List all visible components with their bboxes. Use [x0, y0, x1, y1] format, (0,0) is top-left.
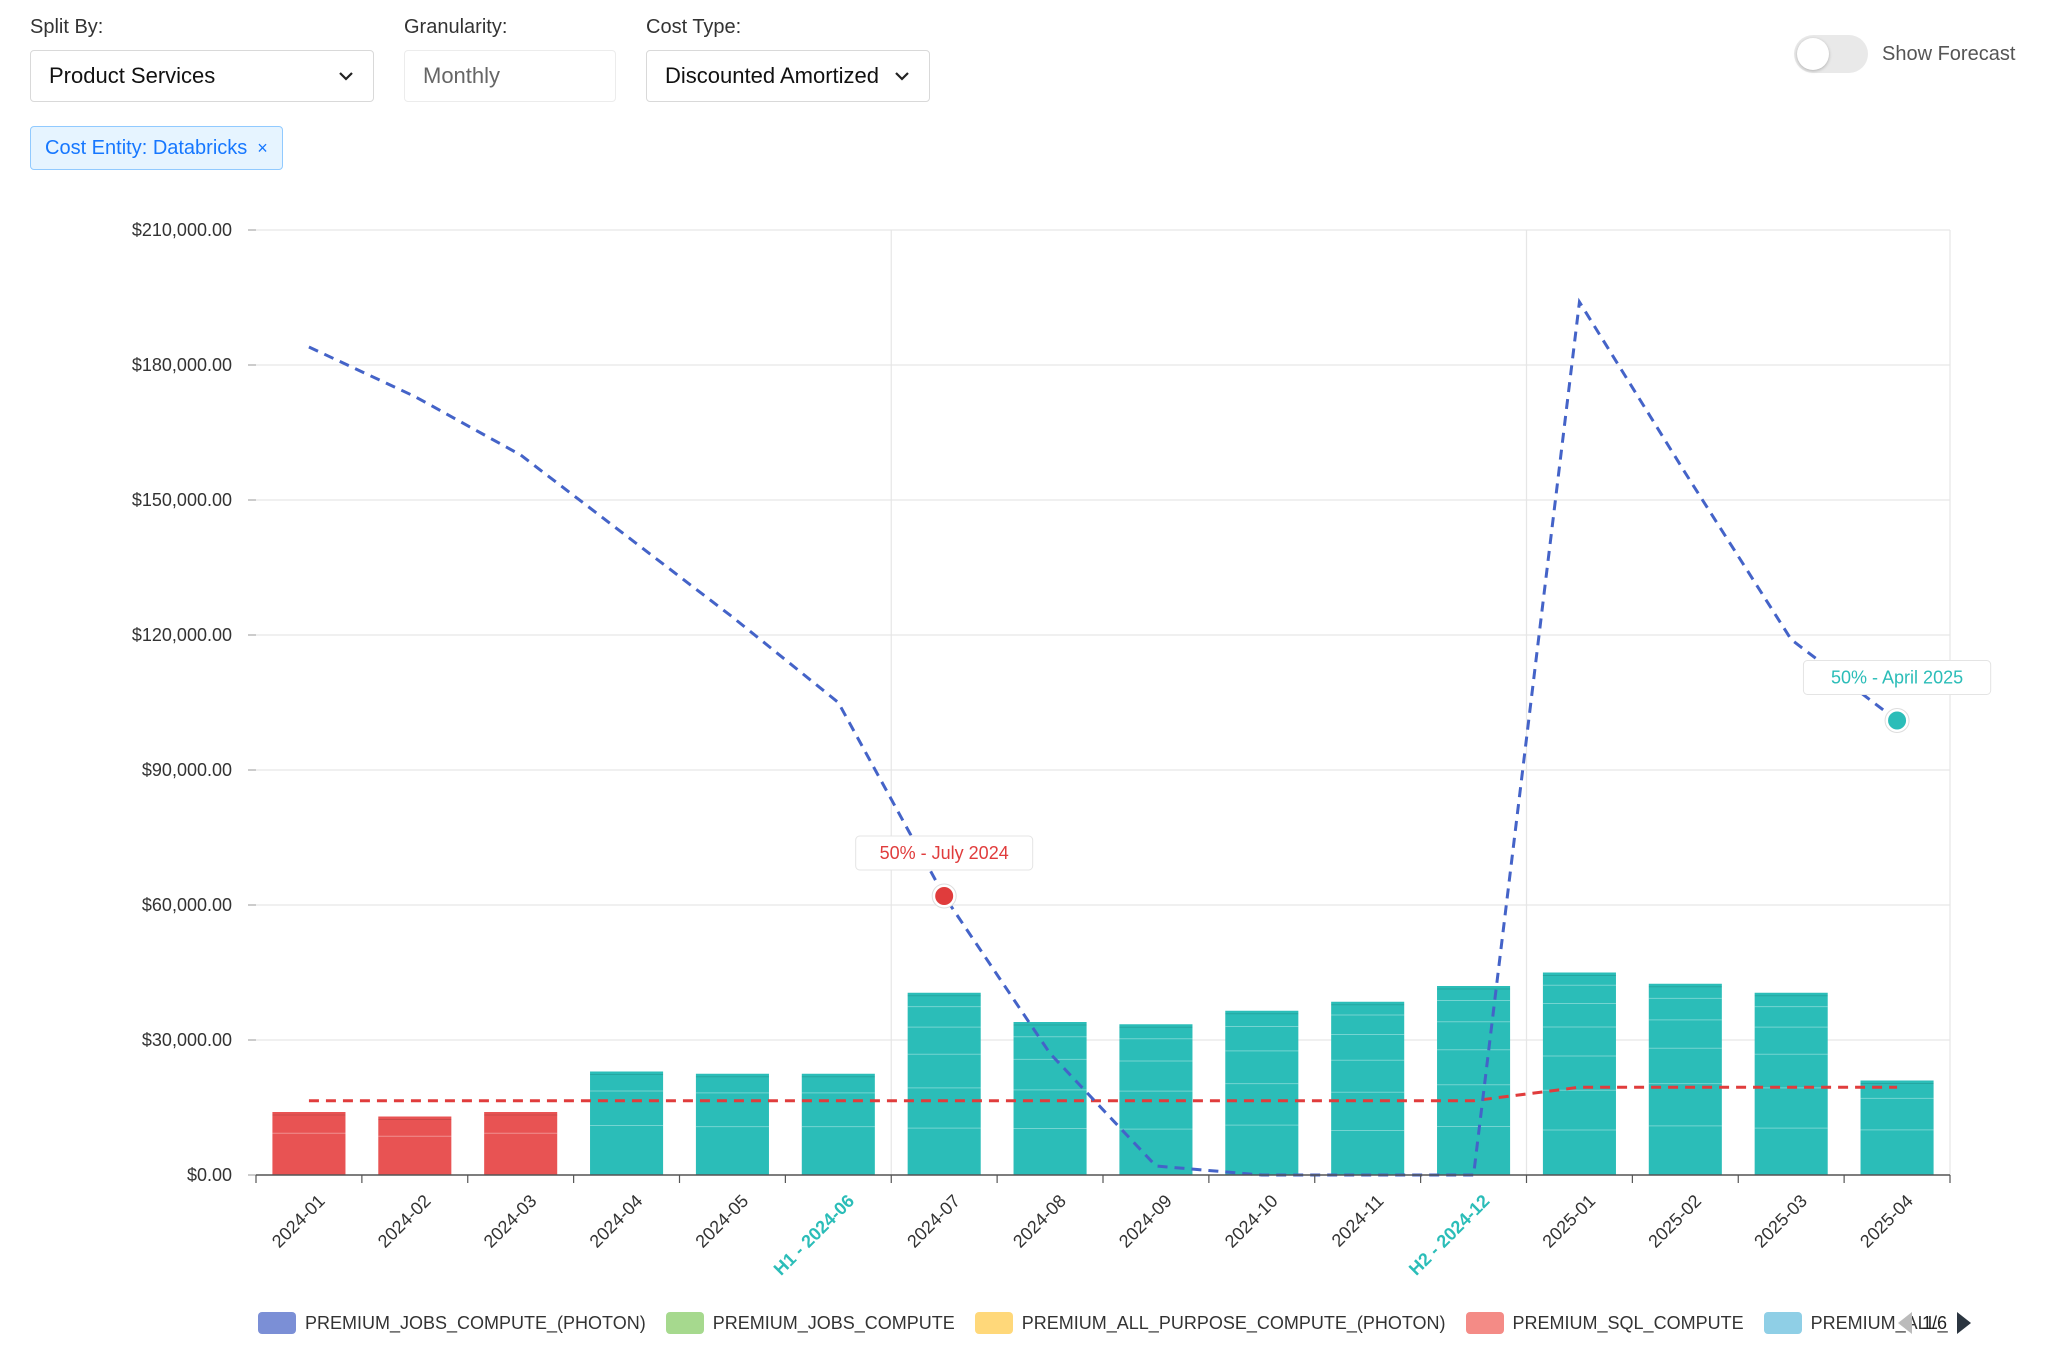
bar-2025-03: [1754, 992, 1828, 1175]
red-threshold-line: [308, 1085, 1898, 1103]
legend-next-icon[interactable]: [1957, 1312, 1972, 1334]
show-forecast-toggle[interactable]: [1794, 35, 1868, 73]
chart-legend: PREMIUM_JOBS_COMPUTE_(PHOTON) PREMIUM_JOB…: [258, 1306, 1960, 1340]
annotation-label: 50% - July 2024: [880, 843, 1009, 863]
annotation-box: [1802, 660, 1992, 695]
toggle-knob: [1797, 38, 1829, 70]
x-tick-label: 2024-05: [691, 1191, 752, 1252]
legend-item[interactable]: PREMIUM_ALL_PURPOSE_COMPUTE_(PHOTON): [974, 1312, 1446, 1334]
legend-swatch: [974, 1312, 1013, 1334]
show-forecast-label: Show Forecast: [1882, 42, 2016, 65]
annotation-marker: [1888, 711, 1907, 730]
close-icon[interactable]: ×: [257, 137, 268, 158]
x-tick-label: H1 - 2024-06: [770, 1191, 858, 1279]
x-tick-label: 2025-03: [1750, 1191, 1811, 1252]
legend-label: PREMIUM_SQL_COMPUTE: [1512, 1312, 1744, 1333]
split-by-value: Product Services: [49, 63, 216, 88]
x-tick-label: 2025-04: [1856, 1191, 1917, 1252]
bar-2024-02: [378, 1116, 452, 1175]
split-by-select[interactable]: Product Services: [30, 50, 374, 102]
lines-layer: [308, 297, 1898, 1177]
y-tick-label: $180,000.00: [132, 355, 232, 375]
x-tick-label: 2024-11: [1328, 1191, 1388, 1251]
grid-layer: [256, 229, 1951, 1176]
bar-2024-11: [1331, 1001, 1405, 1175]
legend-label: PREMIUM_JOBS_COMPUTE: [712, 1312, 955, 1333]
show-forecast-control: Show Forecast: [1778, 34, 2048, 74]
bar-2024-05: [695, 1073, 769, 1175]
x-tick-label: 2025-01: [1538, 1191, 1599, 1252]
bar-2024-07: [907, 992, 981, 1175]
bars-layer: [272, 972, 1934, 1175]
x-tick-label: 2024-01: [268, 1191, 329, 1252]
y-tick-label: $120,000.00: [132, 625, 232, 645]
legend-item[interactable]: PREMIUM_ALL_: [1763, 1312, 1948, 1334]
bar-2024-10: [1225, 1010, 1299, 1175]
bar-2024-03: [484, 1112, 558, 1175]
cost-type-value: Discounted Amortized: [665, 63, 879, 88]
x-tick-label: 2024-10: [1221, 1191, 1282, 1252]
bar-2025-04: [1860, 1080, 1934, 1175]
y-tick-label: $90,000.00: [142, 760, 232, 780]
y-tick-label: $30,000.00: [142, 1030, 232, 1050]
bar-2024-12: [1437, 986, 1511, 1175]
legend-swatch: [258, 1312, 296, 1334]
filter-tag-cost-entity: Cost Entity: Databricks ×: [30, 126, 283, 170]
legend-page: 1/6: [1922, 1312, 1948, 1333]
chevron-down-icon: [337, 67, 355, 85]
bar-2025-02: [1648, 983, 1722, 1175]
x-tick-label: 2024-07: [903, 1191, 964, 1252]
filter-tag-label: Cost Entity: Databricks: [45, 136, 248, 159]
annotation-layer: 50% - July 2024 50% - April 2025: [855, 660, 1992, 909]
legend-swatch: [1763, 1312, 1802, 1334]
annotation-box: [855, 835, 1034, 871]
legend-item[interactable]: PREMIUM_SQL_COMPUTE: [1465, 1312, 1744, 1334]
legend-prev-icon[interactable]: [1898, 1312, 1912, 1334]
legend-item[interactable]: PREMIUM_JOBS_COMPUTE_(PHOTON): [258, 1312, 646, 1334]
legend-pager: 1/6: [1898, 1306, 1972, 1340]
x-tick-label: 2025-02: [1644, 1191, 1705, 1252]
y-tick-label: $0.00: [187, 1165, 232, 1185]
legend-label: PREMIUM_JOBS_COMPUTE_(PHOTON): [305, 1312, 646, 1333]
cost-type-label: Cost Type:: [646, 16, 742, 38]
bar-2024-08: [1013, 1022, 1087, 1175]
y-tick-label: $210,000.00: [132, 220, 232, 240]
legend-label: PREMIUM_ALL_: [1810, 1312, 1948, 1333]
blue-forecast-line: [308, 297, 1898, 1177]
bar-2025-01: [1542, 972, 1616, 1175]
legend-item[interactable]: PREMIUM_JOBS_COMPUTE: [665, 1312, 955, 1334]
y-tick-label: $60,000.00: [142, 895, 232, 915]
x-tick-label: 2024-08: [1009, 1191, 1070, 1252]
cost-type-select[interactable]: Discounted Amortized: [646, 50, 930, 102]
x-tick-label: 2024-09: [1115, 1191, 1176, 1252]
granularity-value: Monthly: [423, 63, 501, 88]
legend-swatch: [665, 1312, 704, 1334]
split-by-label: Split By:: [30, 16, 104, 38]
legend-swatch: [1465, 1312, 1504, 1334]
bar-2024-04: [590, 1071, 664, 1175]
annotation-label: 50% - April 2025: [1831, 668, 1963, 688]
x-tick-label: 2024-04: [586, 1191, 647, 1252]
x-tick-label: H2 - 2024-12: [1405, 1191, 1493, 1279]
granularity-label: Granularity:: [404, 16, 508, 38]
granularity-select[interactable]: Monthly: [404, 50, 616, 102]
bar-2024-06: [801, 1073, 875, 1175]
x-tick-label: 2024-02: [374, 1191, 435, 1252]
legend-label: PREMIUM_ALL_PURPOSE_COMPUTE_(PHOTON): [1021, 1312, 1446, 1333]
annotation-marker: [935, 887, 954, 905]
y-tick-label: $150,000.00: [132, 490, 232, 510]
x-tick-label: 2024-03: [480, 1191, 541, 1252]
bar-2024-01: [272, 1112, 346, 1175]
chevron-down-icon: [893, 67, 911, 85]
cost-chart: $0.00 $30,000.00 $60,000.00 $90,000.00 $120,…: [132, 220, 1992, 1279]
